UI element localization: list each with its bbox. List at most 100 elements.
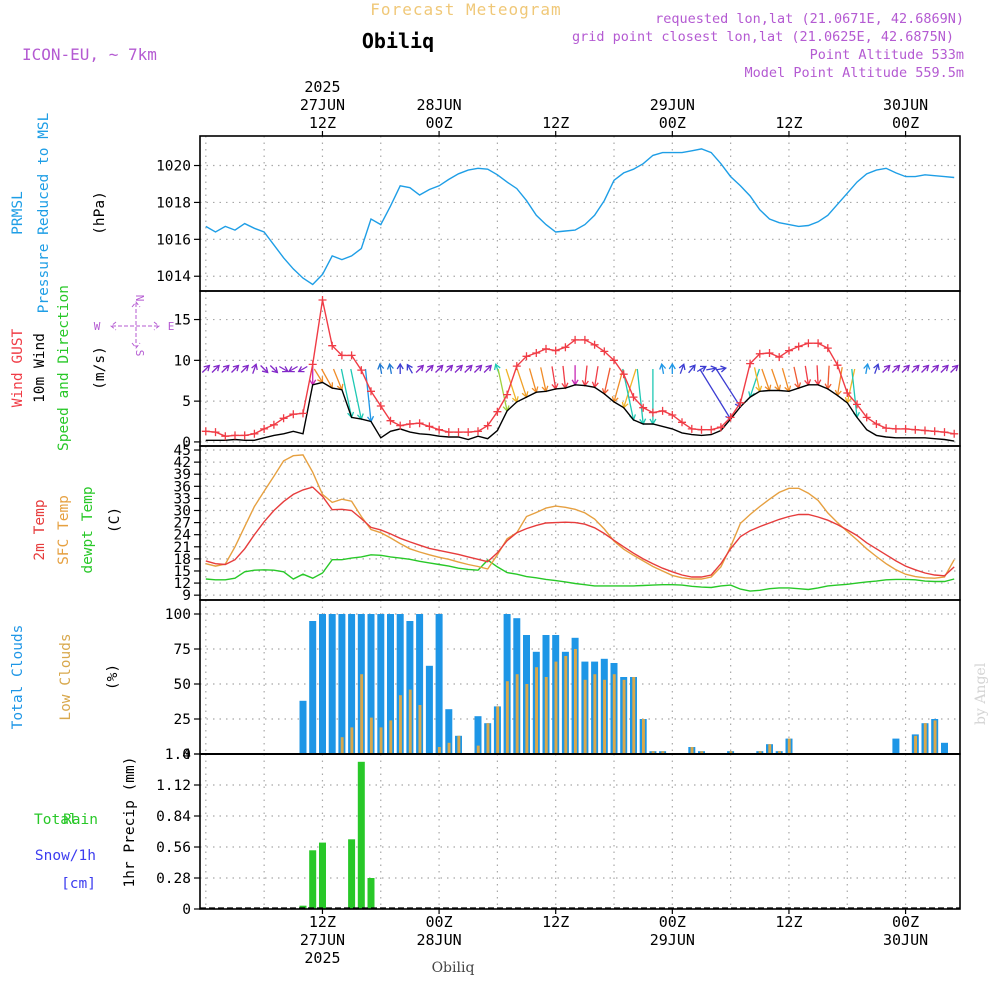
wind-gust-marker [629,393,638,402]
wind-barb [901,365,910,373]
wind-barb-head [932,364,940,372]
time-label-bottom: 29JUN [650,931,695,949]
axis-label: (m/s) [92,346,108,390]
y-tick-label: 39 [174,467,191,483]
wind-barb [435,365,444,373]
wind-gust-marker [872,420,881,428]
total-cloud-bar [299,700,307,754]
low-cloud-bar [642,719,645,754]
wind-gust-marker [493,407,502,416]
wind-barb [749,368,761,398]
wind-barb-head [942,364,949,372]
compass-south: S [133,350,146,357]
low-cloud-bar [914,735,917,754]
wind-barb [891,365,900,373]
wind-gust-marker [687,424,696,433]
total-cloud-bar [892,738,900,754]
axis-label: 1hr Precip (mm) [122,757,138,888]
wind-gust-marker [474,427,482,436]
wind-gust-marker [746,359,755,368]
low-cloud-bar [933,720,937,754]
wind-gust-marker [590,340,599,349]
total-cloud-bar [328,614,336,754]
wind-barb [562,365,567,389]
low-cloud-bar [505,681,509,754]
credit-watermark: by Angel [973,662,989,725]
y-tick-label: 24 [174,528,192,544]
time-label-top: 2025 [304,78,340,96]
total-cloud-bar [445,709,453,754]
wind-gust-marker [678,418,686,427]
y-tick-label: 21 [174,540,191,556]
panel-frame [199,135,961,292]
low-cloud-bar [369,717,373,754]
axis-label: (%) [105,664,121,690]
precip-bar [348,839,356,910]
y-tick-label: 0 [182,902,191,918]
wind-barb [911,365,920,373]
wind-barb [636,368,644,425]
low-cloud-bar [651,751,655,754]
wind-barb-head [203,364,211,372]
wind-gust-marker [260,424,269,433]
axis-label: Rain [63,812,98,828]
wind-gust-marker [405,420,414,428]
time-label-bottom: 00Z [892,913,919,931]
wind-gust-marker [726,413,735,422]
wind-barb [350,368,362,420]
wind-barb [444,365,453,373]
y-tick-label: 18 [174,552,191,568]
wind-barb [699,368,732,420]
wind-barb [715,367,726,371]
precip-bar [367,878,375,909]
time-label-top: 00Z [659,114,686,132]
low-cloud-bar [554,661,558,754]
time-label-top: 27JUN [300,96,345,114]
wind-gust-marker [785,346,793,355]
time-label-bottom: 12Z [309,913,336,931]
wind-gust-marker [240,431,249,440]
wind-barb [454,365,463,373]
axis-label: dewpt Temp [80,486,96,573]
low-cloud-bar [632,677,636,754]
time-label-bottom: 12Z [542,913,569,931]
wind-barb [388,363,393,375]
wind-barb-head [689,364,696,372]
wind-barb-head [222,364,230,372]
y-tick-label: 100 [165,607,191,623]
wind-gust-marker [503,390,512,399]
wind-barb-head [377,362,385,370]
wind-gust-marker [571,335,580,344]
wind-gust-marker [853,400,861,409]
wind-gust-marker [882,424,891,433]
wind-barb [584,365,588,386]
total-cloud-bar [338,614,346,754]
compass-east: E [168,320,175,333]
low-cloud-bar [447,742,451,754]
wind-barb-head [242,364,250,372]
low-cloud-bar [603,679,606,754]
low-cloud-bar [437,747,441,754]
low-cloud-bar [350,727,354,754]
wind-barb-head [232,364,240,372]
time-label-bottom: 27JUN [300,931,345,949]
wind-barb [321,368,333,389]
wind-barb [332,368,343,390]
time-label-top: 30JUN [883,96,928,114]
product-title: Forecast Meteogram [370,0,561,19]
axis-label: Pressure Reduced to MSL [36,112,52,313]
y-tick-label: 25 [174,712,191,728]
time-label-top: 28JUN [417,96,462,114]
wind-barb [528,368,537,393]
wind-barb [425,365,434,373]
wind-barb [827,365,830,389]
wind-barb [473,365,482,373]
wind-barb [950,365,959,373]
grid-point: grid point closest lon,lat (21.0625E, 42… [572,29,954,45]
wind-barb [464,365,473,373]
wind-speed-line [205,381,955,442]
low-cloud-bar [544,677,548,754]
total-cloud-bar [435,614,443,754]
wind-barb [781,368,790,392]
wind-barb [679,364,685,374]
